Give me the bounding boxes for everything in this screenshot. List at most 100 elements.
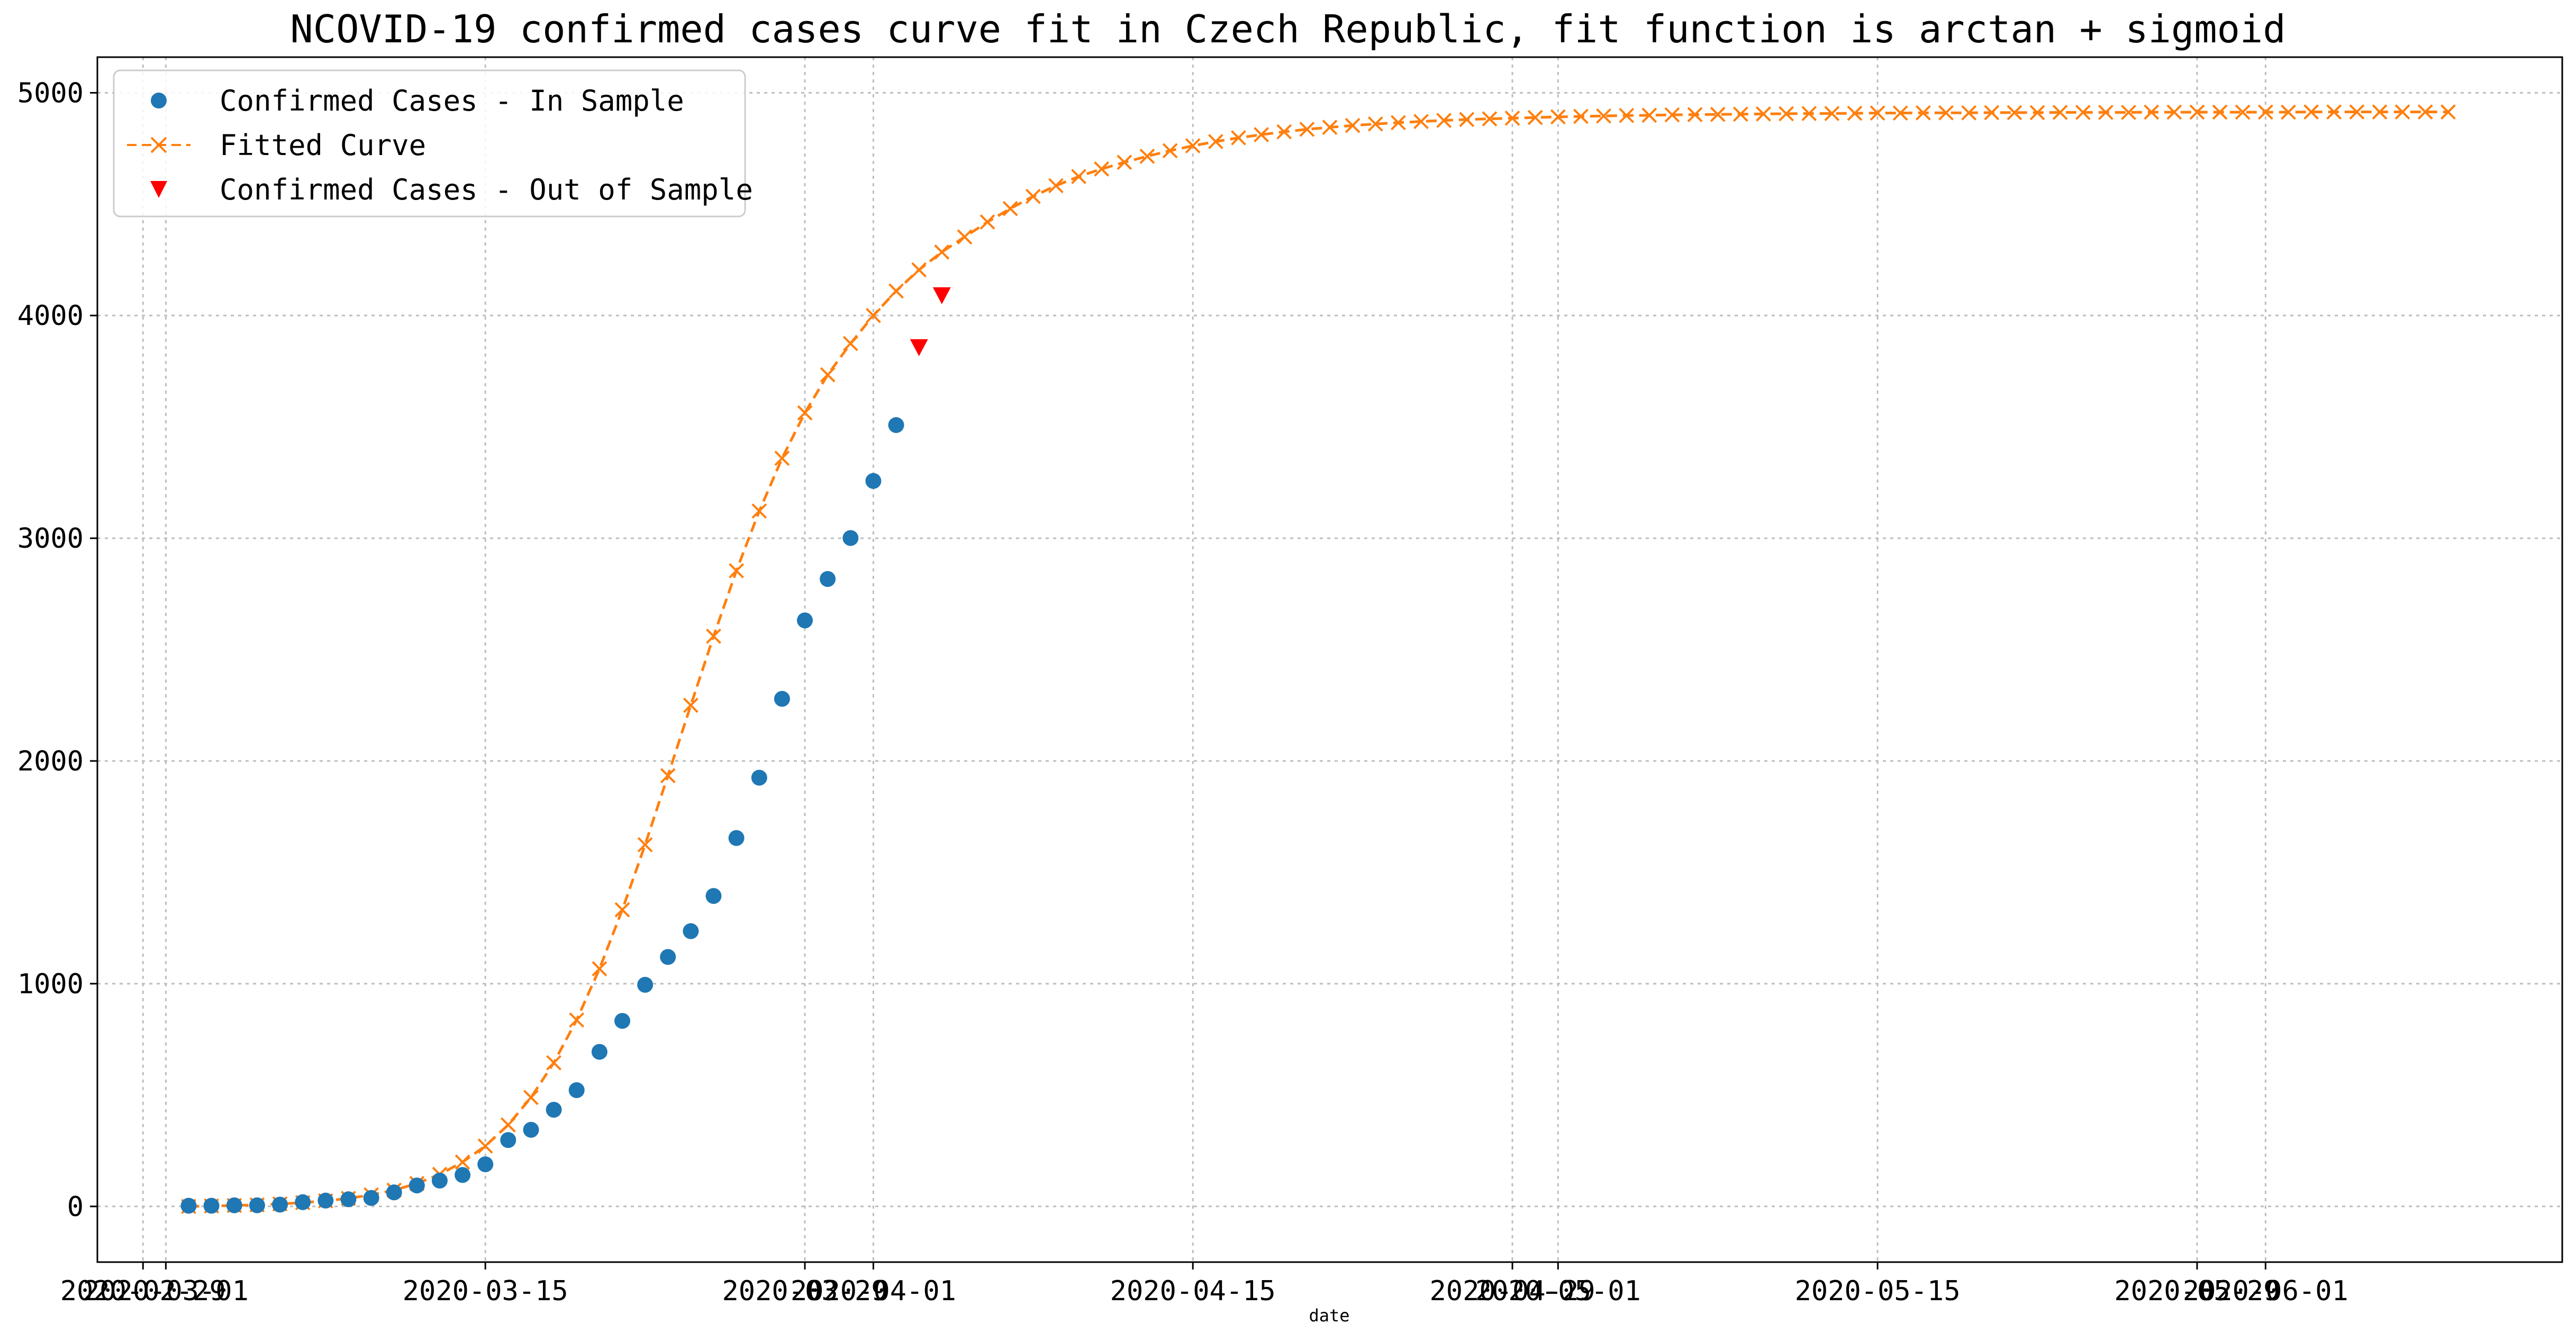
fitted-point (911, 262, 927, 278)
fitted-point (1299, 121, 1315, 137)
fitted-point (1231, 130, 1246, 146)
x-tick-label: 2020-04-01 (791, 1275, 956, 1307)
fitted-point (1162, 143, 1178, 159)
fitted-point (1276, 124, 1292, 140)
in-sample-point (797, 612, 813, 629)
chart-title: NCOVID-19 confirmed cases curve fit in C… (290, 7, 2285, 51)
legend: Confirmed Cases - In Sample Fitted Curve… (113, 69, 753, 217)
in-sample-point (386, 1184, 402, 1201)
fitted-point (1436, 113, 1452, 128)
fitted-point (1048, 178, 1064, 194)
in-sample-point (523, 1122, 539, 1138)
fitted-point (1733, 106, 1748, 122)
fitted-point (820, 367, 836, 383)
fitted-point (957, 229, 973, 245)
fitted-point (2303, 104, 2319, 120)
x-tick-label: 2020-05-15 (1795, 1275, 1961, 1307)
legend-box (113, 69, 746, 217)
fitted-point (523, 1090, 539, 1105)
in-sample-point (272, 1196, 288, 1213)
fitted-point (2052, 104, 2068, 120)
fitted-point (2326, 104, 2342, 120)
fitted-point (477, 1138, 493, 1154)
fitted-point (797, 405, 813, 421)
legend-entry-in-sample: Confirmed Cases - In Sample (151, 84, 684, 117)
fitted-point (979, 214, 995, 230)
x-axis-title: date (1309, 1305, 1349, 1326)
x-tick-label: 2020-05-29 (2114, 1275, 2280, 1307)
axes-frame (96, 56, 2563, 1263)
legend-label-fitted: Fitted Curve (220, 129, 426, 162)
in-sample-point (180, 1198, 197, 1214)
fitted-point (2189, 104, 2205, 120)
y-tick-label: 1000 (17, 968, 84, 1000)
in-sample-point (409, 1177, 425, 1194)
in-sample-point (865, 473, 882, 489)
fitted-point (2235, 104, 2251, 120)
legend-marker-fitted (150, 137, 167, 153)
fitted-point (1984, 105, 2000, 121)
in-sample-point (295, 1194, 311, 1210)
in-sample-point (203, 1198, 220, 1214)
x-tick-label: 2020-04-15 (1110, 1275, 1276, 1307)
fitted-point (2394, 104, 2410, 120)
fitted-point (546, 1055, 562, 1071)
fitted-point (1710, 106, 1726, 122)
legend-label-in-sample: Confirmed Cases - In Sample (220, 84, 684, 117)
fitted-point (1870, 105, 1885, 121)
fitted-point (1002, 201, 1018, 216)
legend-entry-fitted: Fitted Curve (127, 129, 426, 162)
grid-layer (97, 57, 2562, 1262)
fitted-point (1687, 107, 1703, 123)
in-sample-point (431, 1173, 448, 1189)
fitted-point (1504, 110, 1520, 126)
x-tick-label: 2020-03-15 (403, 1275, 568, 1307)
fitted-point (1390, 115, 1406, 131)
fitted-point (637, 837, 653, 853)
fitted-point (934, 244, 950, 260)
fitted-point (2349, 104, 2365, 120)
in-sample-point (363, 1190, 379, 1206)
fitted-point (1824, 106, 1840, 121)
x-tick-label: 2020-03-29 (722, 1275, 887, 1307)
in-sample-point (888, 417, 904, 433)
in-sample-point (660, 949, 676, 965)
fitted-point (1094, 161, 1110, 177)
in-sample-point (751, 769, 767, 786)
fitted-point (455, 1154, 470, 1170)
fitted-point (2075, 104, 2091, 120)
in-sample-point (820, 571, 836, 587)
fitted-point (1892, 105, 1908, 121)
fitted-point (888, 283, 904, 299)
in-sample-point (546, 1102, 562, 1118)
fitted-point (592, 961, 607, 977)
fitted-point (1801, 106, 1817, 121)
fitted-point (2212, 104, 2228, 120)
fitted-point (2372, 104, 2388, 120)
fitted-point (2417, 104, 2433, 120)
legend-marker-out-of-sample (150, 181, 167, 198)
fitted-curve-line (188, 111, 2448, 1208)
x-tick-label: 2020-02-29 (60, 1275, 226, 1307)
y-tick-label: 0 (67, 1191, 84, 1223)
x-tick-label: 2020-04-29 (1429, 1275, 1595, 1307)
fitted-point (865, 307, 881, 323)
marker-layer (180, 287, 951, 1214)
in-sample-point (455, 1167, 471, 1183)
y-tick-label: 4000 (17, 300, 84, 332)
fitted-point (569, 1012, 585, 1028)
fitted-point (706, 628, 721, 644)
fitted-point (1756, 106, 1771, 122)
in-sample-point (842, 530, 859, 546)
fitted-point (1413, 114, 1429, 130)
fitted-point (1619, 107, 1635, 123)
fitted-point (683, 697, 699, 713)
in-sample-point (728, 830, 745, 846)
fitted-point (1847, 105, 1863, 121)
fitted-point (1185, 138, 1201, 153)
in-sample-point (705, 888, 722, 904)
fitted-point (1550, 109, 1566, 125)
in-sample-point (318, 1192, 334, 1209)
